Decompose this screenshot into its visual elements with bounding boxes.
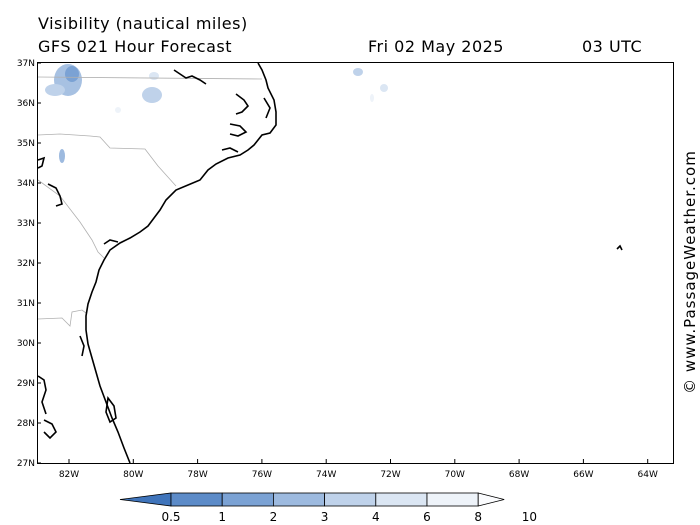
forecast-time: 03 UTC (582, 37, 643, 56)
coastline (37, 62, 623, 464)
legend-cell (375, 492, 428, 507)
lat-label: 34N (17, 179, 35, 189)
lon-label: 80W (123, 470, 143, 480)
lon-label: 68W (509, 470, 529, 480)
legend-label: 6 (423, 510, 431, 524)
legend-cell (221, 492, 274, 507)
legend-label: 8 (474, 510, 482, 524)
forecast-label: GFS 021 Hour Forecast (38, 37, 233, 56)
lon-label: 74W (316, 470, 336, 480)
legend-arrow-high (477, 492, 505, 507)
legend-label: 1 (218, 510, 226, 524)
lat-label: 32N (17, 259, 35, 269)
map-title: Visibility (nautical miles) (38, 14, 248, 33)
lat-label: 33N (17, 219, 35, 229)
legend-cell (324, 492, 377, 507)
lat-label: 31N (17, 299, 35, 309)
lat-label: 30N (17, 339, 35, 349)
visibility-shading (45, 64, 388, 163)
longitude-axis: 82W 80W 78W 76W 74W 72W 70W 68W 66W 64W (59, 459, 658, 480)
lat-label: 36N (17, 99, 35, 109)
lat-label: 37N (17, 59, 35, 69)
lon-label: 70W (445, 470, 465, 480)
legend-label: 2 (270, 510, 278, 524)
lon-label: 72W (380, 470, 400, 480)
lat-label: 27N (17, 459, 35, 469)
legend-label: 3 (321, 510, 329, 524)
legend-cell (272, 492, 325, 507)
lon-label: 76W (252, 470, 272, 480)
legend-label: 4 (372, 510, 380, 524)
lon-label: 82W (59, 470, 79, 480)
legend-cell (426, 492, 479, 507)
state-borders (37, 76, 263, 327)
legend-cell (170, 492, 223, 507)
lon-label: 64W (638, 470, 658, 480)
lat-label: 29N (17, 379, 35, 389)
lon-label: 66W (573, 470, 593, 480)
forecast-date: Fri 02 May 2025 (368, 37, 504, 56)
legend-label: 10 (522, 510, 537, 524)
lon-label: 78W (187, 470, 207, 480)
lat-label: 35N (17, 139, 35, 149)
lat-label: 28N (17, 419, 35, 429)
legend-arrow-low (119, 492, 172, 507)
latitude-axis: 37N 36N 35N 34N 33N 32N 31N 30N 29N 28N 27N (17, 59, 41, 469)
legend-label: 0.5 (161, 510, 180, 524)
